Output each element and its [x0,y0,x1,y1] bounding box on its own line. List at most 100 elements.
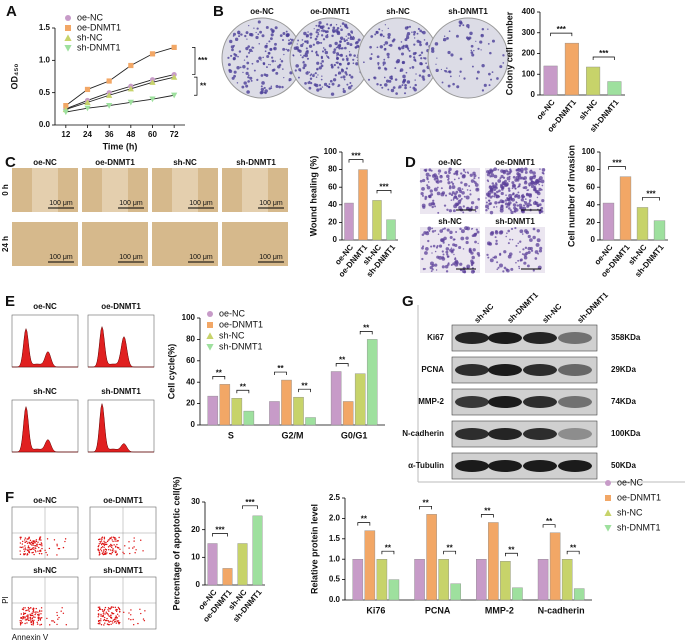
cell [451,182,455,186]
event [24,619,27,621]
cell [447,255,450,258]
cell [439,229,444,233]
cell [457,199,462,204]
panel-letter: G [402,293,414,310]
event [39,550,42,553]
cell [499,177,502,180]
colony [407,49,410,51]
cell [441,257,446,261]
colony [377,66,381,70]
colony [349,43,353,47]
colony [419,43,422,47]
event [24,612,27,615]
colony [273,47,276,50]
cell [477,254,481,257]
event [25,619,28,621]
scale-label: 100 μm [259,200,283,207]
y-tick-label: 20 [186,399,195,408]
event [27,609,30,611]
cell [488,185,492,189]
event [22,607,25,609]
colony [264,45,268,49]
bar [222,568,233,586]
colony [341,22,345,25]
cell [452,198,455,201]
colony [260,85,263,88]
cell [426,185,431,190]
colony [231,48,234,52]
colony [443,69,446,72]
event [25,549,27,551]
colony [289,38,292,41]
colony [320,62,323,65]
colony [402,44,405,48]
colony [280,60,284,63]
event [116,553,118,555]
cell [523,181,528,185]
event [112,619,115,621]
bar [237,543,248,586]
colony [285,33,290,38]
cell [529,204,532,207]
colony [252,47,255,49]
event [99,542,102,544]
colony [319,30,321,32]
event [101,536,104,538]
significance-bracket [212,375,226,380]
colony [408,49,411,52]
cell [430,169,433,172]
legend-marker [65,15,71,21]
histogram [12,327,78,368]
event [22,608,25,611]
cell [439,180,443,183]
colony [305,71,309,75]
colony [304,82,307,85]
colony [419,29,422,33]
event [100,550,103,552]
colony [409,67,412,69]
bar [500,561,511,601]
colony [353,37,355,39]
colony [274,60,276,62]
cell [430,261,434,266]
colony [314,72,317,75]
event [24,616,26,618]
cell [519,259,522,262]
cell [532,269,535,272]
colony [233,53,236,56]
colony [303,31,307,36]
cell [462,269,466,274]
x-tick-label: S [228,430,234,440]
colony [316,61,320,65]
significance-bracket [566,550,580,555]
cell [508,171,512,174]
colony [378,28,381,31]
colony [250,79,253,82]
cell [446,228,450,232]
cell [428,202,433,207]
y-tick-label: 0 [333,235,338,244]
colony [247,80,250,83]
significance-label: ** [301,381,308,390]
cell [438,244,443,248]
point [106,103,113,109]
colony-dish [427,17,509,99]
cell [466,189,469,191]
colony [496,77,499,80]
colony [458,24,462,27]
colony [383,43,386,46]
cell [425,172,430,177]
significance-bracket [376,190,392,194]
cell [516,169,519,172]
colony [264,89,268,93]
colony [406,34,408,36]
event [49,624,51,626]
image-label: oe-NC [250,7,274,16]
colony [326,55,328,57]
bar [537,559,549,601]
event [40,617,42,619]
colony [340,69,345,73]
event [20,620,23,622]
cell [441,191,446,195]
cell [421,245,425,248]
